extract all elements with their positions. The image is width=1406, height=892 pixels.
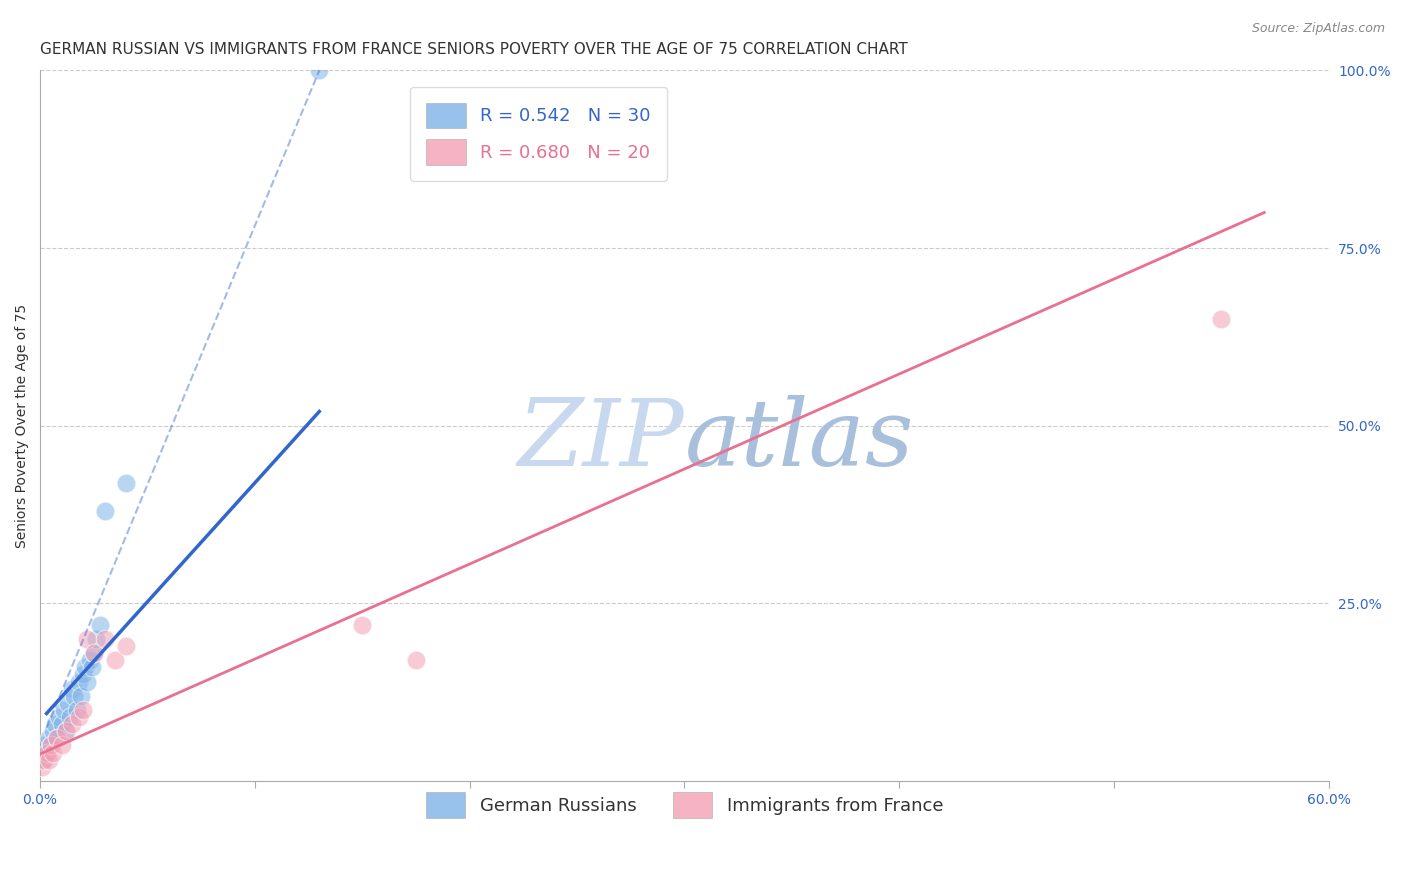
Point — [405, 653, 427, 667]
Point — [65, 703, 87, 717]
Point — [72, 703, 94, 717]
Point — [84, 632, 107, 646]
Text: Source: ZipAtlas.com: Source: ZipAtlas.com — [1251, 22, 1385, 36]
Point — [34, 753, 56, 767]
Point — [80, 660, 103, 674]
Y-axis label: Seniors Poverty Over the Age of 75: Seniors Poverty Over the Age of 75 — [15, 303, 30, 548]
Point — [67, 674, 90, 689]
Point — [38, 731, 60, 746]
Point — [115, 639, 138, 653]
Point — [63, 689, 86, 703]
Point — [44, 717, 66, 731]
Point — [76, 632, 98, 646]
Point — [34, 739, 56, 753]
Legend: German Russians, Immigrants from France: German Russians, Immigrants from France — [419, 785, 950, 825]
Point — [55, 724, 77, 739]
Point — [46, 731, 69, 746]
Point — [60, 717, 83, 731]
Point — [93, 632, 115, 646]
Point — [51, 717, 73, 731]
Point — [89, 617, 111, 632]
Point — [38, 753, 60, 767]
Point — [59, 710, 82, 724]
Point — [35, 746, 58, 760]
Point — [104, 653, 127, 667]
Point — [70, 689, 93, 703]
Point — [76, 674, 98, 689]
Point — [72, 667, 94, 681]
Point — [79, 653, 101, 667]
Text: atlas: atlas — [685, 395, 914, 485]
Point — [83, 646, 105, 660]
Point — [42, 724, 65, 739]
Point — [93, 504, 115, 518]
Point — [352, 617, 374, 632]
Text: GERMAN RUSSIAN VS IMMIGRANTS FROM FRANCE SENIORS POVERTY OVER THE AGE OF 75 CORR: GERMAN RUSSIAN VS IMMIGRANTS FROM FRANCE… — [41, 42, 908, 57]
Point — [52, 703, 75, 717]
Point — [42, 746, 65, 760]
Point — [60, 681, 83, 696]
Point — [1211, 312, 1233, 326]
Point — [39, 739, 62, 753]
Point — [46, 731, 69, 746]
Point — [83, 646, 105, 660]
Point — [31, 760, 53, 774]
Text: ZIP: ZIP — [517, 395, 685, 485]
Point — [55, 724, 77, 739]
Point — [51, 739, 73, 753]
Point — [67, 710, 90, 724]
Point — [308, 63, 330, 78]
Point — [39, 739, 62, 753]
Point — [75, 660, 97, 674]
Point — [31, 753, 53, 767]
Point — [56, 696, 79, 710]
Point — [48, 710, 70, 724]
Point — [115, 475, 138, 490]
Point — [35, 746, 58, 760]
